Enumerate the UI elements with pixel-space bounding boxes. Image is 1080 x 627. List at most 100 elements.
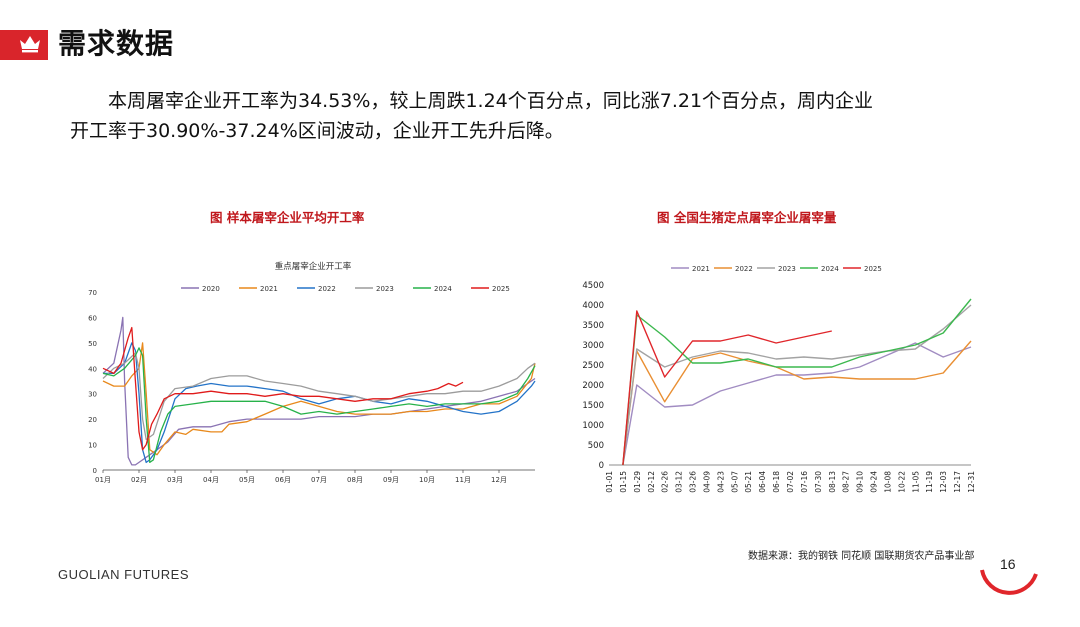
- left-x-tick-label: 02月: [131, 476, 147, 484]
- left-legend-label: 2022: [318, 285, 336, 293]
- left-series-line-2023: [102, 352, 536, 441]
- right-x-tick-label: 03-12: [675, 471, 684, 493]
- right-series-line-2022: [622, 340, 972, 466]
- right-x-tick-label: 06-18: [772, 471, 781, 493]
- left-x-tick-label: 04月: [203, 476, 219, 484]
- left-series-line-2025: [102, 326, 464, 451]
- left-legend-label: 2024: [434, 285, 452, 293]
- right-y-tick-label: 500: [588, 441, 604, 451]
- right-series-line-2025: [622, 310, 832, 466]
- right-x-tick-label: 10-22: [897, 471, 906, 493]
- right-x-tick-label: 07-02: [786, 471, 795, 493]
- right-series-line-2021: [622, 342, 972, 466]
- right-y-tick-label: 2000: [582, 381, 604, 391]
- summary-line-1: 本周屠宰企业开工率为34.53%，较上周跌1.24个百分点，同比涨7.21个百分…: [108, 90, 874, 112]
- right-legend-label: 2022: [735, 265, 753, 273]
- left-y-tick-label: 70: [88, 289, 97, 297]
- left-y-tick-label: 0: [93, 467, 97, 475]
- data-source-note: 数据来源：我的钢铁 同花顺 国联期货农产品事业部: [748, 551, 975, 562]
- left-x-tick-label: 10月: [419, 476, 435, 484]
- left-legend-label: 2023: [376, 285, 394, 293]
- right-series-line-2023: [622, 304, 972, 466]
- left-series-line-2020: [102, 316, 536, 466]
- left-x-tick-label: 05月: [239, 476, 255, 484]
- right-x-tick-label: 01-01: [605, 471, 614, 493]
- left-x-tick-label: 03月: [167, 476, 183, 484]
- right-legend-label: 2025: [864, 265, 882, 273]
- right-x-tick-label: 06-04: [758, 471, 767, 493]
- right-x-tick-label: 12-03: [939, 471, 948, 493]
- right-x-tick-label: 12-31: [967, 471, 976, 493]
- right-y-tick-label: 3500: [582, 321, 604, 331]
- right-x-tick-label: 04-23: [716, 471, 725, 493]
- crown-icon: [20, 36, 40, 53]
- right-y-tick-label: 3000: [582, 341, 604, 351]
- left-y-tick-label: 20: [88, 416, 97, 424]
- left-x-tick-label: 08月: [347, 476, 363, 484]
- right-x-tick-label: 09-10: [856, 471, 865, 493]
- right-chart-legend: 2021 2022 2023 2024 2025: [671, 265, 882, 273]
- summary-line-2: 开工率于30.90%-37.24%区间波动，企业开工先升后降。: [70, 120, 564, 142]
- right-series-line-2024: [622, 298, 972, 466]
- right-chart: 2021 2022 2023 2024 2025 0 500 1000 1500 2000 250…: [575, 255, 995, 529]
- right-x-tick-label: 01-29: [633, 471, 642, 493]
- right-y-tick-label: 4000: [582, 301, 604, 311]
- right-x-tick-label: 04-09: [703, 471, 712, 493]
- right-x-tick-label: 02-26: [661, 471, 670, 493]
- right-chart-lines: [622, 298, 972, 466]
- left-y-tick-label: 50: [88, 340, 97, 348]
- left-legend-label: 2021: [260, 285, 278, 293]
- right-y-tick-label: 1000: [582, 421, 604, 431]
- page-number: 16: [1000, 556, 1016, 572]
- left-chart-svg: 重点屠宰企业开工率 2020 2021 2022 2023 2024 2025 0 10 20…: [88, 261, 536, 484]
- right-x-tick-label: 10-08: [884, 471, 893, 493]
- left-chart: 重点屠宰企业开工率 2020 2021 2022 2023 2024 2025 0 10 20…: [83, 250, 543, 504]
- left-y-tick-label: 10: [88, 442, 97, 450]
- left-y-tick-label: 40: [88, 365, 97, 373]
- right-legend-label: 2024: [821, 265, 839, 273]
- left-legend-label: 2020: [202, 285, 220, 293]
- right-y-tick-label: 4500: [582, 281, 604, 291]
- corner-arc-decoration: [980, 569, 1038, 595]
- right-y-tick-label: 2500: [582, 361, 604, 371]
- right-legend-label: 2023: [778, 265, 796, 273]
- left-series-line-2021: [102, 342, 536, 456]
- left-x-tick-label: 07月: [311, 476, 327, 484]
- right-y-tick-label: 1500: [582, 401, 604, 411]
- right-x-tick-label: 03-26: [689, 471, 698, 493]
- left-chart-legend: 2020 2021 2022 2023 2024 2025: [181, 285, 510, 293]
- left-x-tick-label: 01月: [95, 476, 111, 484]
- right-x-tick-label: 12-17: [953, 471, 962, 493]
- left-legend-label: 2025: [492, 285, 510, 293]
- summary-paragraph: 本周屠宰企业开工率为34.53%，较上周跌1.24个百分点，同比涨7.21个百分…: [70, 86, 1030, 146]
- right-x-tick-label: 11-19: [925, 471, 934, 493]
- right-y-tick-label: 0: [599, 461, 604, 471]
- right-x-tick-label: 07-30: [814, 471, 823, 493]
- right-x-tick-label: 05-21: [744, 471, 753, 493]
- left-series-line-2022: [103, 342, 536, 464]
- right-x-tick-label: 08-27: [842, 471, 851, 493]
- right-legend-label: 2021: [692, 265, 710, 273]
- right-x-tick-label: 07-16: [800, 471, 809, 493]
- left-series-line-2024: [102, 347, 536, 464]
- left-y-tick-label: 60: [88, 314, 97, 322]
- right-x-tick-label: 11-05: [911, 471, 920, 493]
- footer-brand: GUOLIAN FUTURES: [58, 567, 190, 582]
- right-chart-caption: 图 全国生猪定点屠宰企业屠宰量: [657, 210, 837, 225]
- right-chart-svg: 2021 2022 2023 2024 2025 0 500 1000 1500 2000 250…: [582, 265, 976, 493]
- left-x-tick-label: 09月: [383, 476, 399, 484]
- left-chart-caption: 图 样本屠宰企业平均开工率: [210, 210, 365, 225]
- left-y-tick-label: 30: [88, 391, 97, 399]
- left-x-tick-label: 06月: [275, 476, 291, 484]
- left-chart-title: 重点屠宰企业开工率: [275, 261, 352, 272]
- page-title: 需求数据: [58, 27, 175, 60]
- right-x-tick-label: 05-07: [730, 471, 739, 493]
- right-x-tick-label: 02-12: [647, 471, 656, 493]
- left-x-tick-label: 12月: [491, 476, 507, 484]
- right-x-tick-label: 08-13: [828, 471, 837, 493]
- left-chart-lines: [102, 316, 536, 466]
- left-x-tick-label: 11月: [455, 476, 471, 484]
- left-chart-axes: 0 10 20 30 40 50 60 70 01月 02月 03月 04月 05月 06月 07月 08月 0…: [88, 289, 535, 484]
- right-chart-axes: 0 500 1000 1500 2000 2500 3000 3500 4000 4500 01-0…: [582, 281, 976, 493]
- right-x-tick-label: 09-24: [870, 471, 879, 493]
